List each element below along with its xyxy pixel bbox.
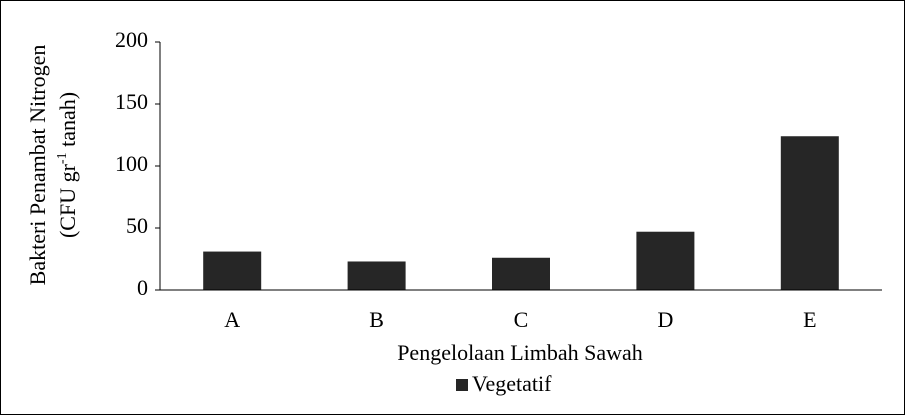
bar bbox=[203, 251, 262, 290]
y-tick-label: 150 bbox=[115, 89, 148, 114]
x-tick-label: D bbox=[657, 307, 673, 332]
legend-swatch bbox=[456, 379, 468, 391]
y-axis-label-part: (CFU gr bbox=[55, 163, 80, 238]
y-tick-label: 50 bbox=[126, 213, 148, 238]
x-tick-label: A bbox=[224, 307, 240, 332]
y-axis-label: (CFU gr-1 tanah) bbox=[55, 92, 80, 238]
bar bbox=[347, 261, 406, 290]
y-axis-label: Bakteri Penambat Nitrogen bbox=[25, 45, 50, 286]
x-tick-label: C bbox=[514, 307, 529, 332]
y-tick-label: 0 bbox=[137, 275, 148, 300]
bar bbox=[636, 231, 695, 290]
x-tick-label: B bbox=[369, 307, 384, 332]
y-tick-label: 200 bbox=[115, 27, 148, 52]
bar bbox=[492, 257, 550, 290]
y-tick-label: 100 bbox=[115, 151, 148, 176]
bar bbox=[780, 136, 839, 290]
y-axis-label-part: tanah) bbox=[55, 92, 80, 152]
x-axis-label: Pengelolaan Limbah Sawah bbox=[397, 340, 643, 365]
legend-label: Vegetatif bbox=[472, 371, 552, 396]
y-axis-label-sup: -1 bbox=[55, 152, 70, 164]
x-tick-label: E bbox=[803, 307, 816, 332]
